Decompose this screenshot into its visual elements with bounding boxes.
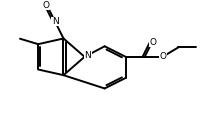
- Text: O: O: [159, 52, 166, 61]
- Text: N: N: [52, 17, 58, 26]
- Text: O: O: [150, 38, 157, 46]
- Text: N: N: [84, 51, 91, 60]
- Text: O: O: [42, 1, 50, 10]
